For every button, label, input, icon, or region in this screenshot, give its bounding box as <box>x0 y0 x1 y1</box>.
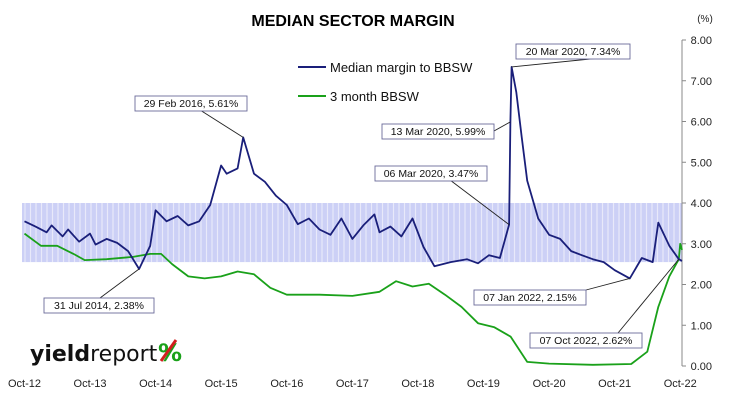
annotation-leader <box>493 121 511 132</box>
x-tick-label: Oct-22 <box>664 378 697 390</box>
annotation-leader <box>511 57 601 68</box>
annotation-box <box>529 332 643 349</box>
y-tick-label: 8.00 <box>691 35 712 47</box>
x-tick-label: Oct-18 <box>401 378 434 390</box>
annotation-box <box>515 43 631 60</box>
y-tick-label: 5.00 <box>691 157 712 169</box>
y-axis-unit-label: (%) <box>697 14 713 25</box>
x-tick-label: Oct-20 <box>533 378 566 390</box>
y-tick-label: 3.00 <box>691 239 712 251</box>
series-lines <box>23 66 683 366</box>
logo-light: report <box>90 342 158 367</box>
annotation-label: 06 Mar 2020, 3.47% <box>384 168 479 180</box>
x-tick-label: Oct-12 <box>8 378 41 390</box>
annotation-box <box>381 123 495 140</box>
y-tick-label: 0.00 <box>691 361 712 373</box>
annotation-label: 31 Jul 2014, 2.38% <box>54 300 144 312</box>
logo-bold: yield <box>30 342 90 367</box>
band-fill <box>22 203 682 263</box>
annotation-leader <box>617 258 680 334</box>
x-tick-label: Oct-19 <box>467 378 500 390</box>
y-tick-label: 6.00 <box>691 117 712 129</box>
annotation-box <box>134 95 248 112</box>
annotation-label: 07 Oct 2022, 2.62% <box>540 335 633 347</box>
x-tick-label: Oct-15 <box>205 378 238 390</box>
y-tick-label: 1.00 <box>691 320 712 332</box>
logo-percent-slash <box>159 339 178 362</box>
annotation-label: 13 Mar 2020, 5.99% <box>391 126 486 138</box>
x-tick-label: Oct-16 <box>270 378 303 390</box>
annotation-leader <box>449 179 510 225</box>
logo-text: yieldreport <box>30 342 158 367</box>
annotation-box <box>374 165 488 182</box>
series-line-median-margin <box>24 66 683 280</box>
yieldreport-logo: yieldreport % <box>30 339 182 367</box>
y-tick-label: 4.00 <box>691 198 712 210</box>
legend-label-median-margin: Median margin to BBSW <box>330 60 473 75</box>
x-tick-label: Oct-17 <box>336 378 369 390</box>
annotation-box <box>473 289 587 306</box>
shaded-band <box>22 203 682 263</box>
logo-percent-symbol: % <box>158 339 182 367</box>
legend: Median margin to BBSW 3 month BBSW <box>298 60 473 104</box>
x-tick-label: Oct-13 <box>74 378 107 390</box>
annotations: 20 Mar 2020, 7.34% 29 Feb 2016, 5.61% 13 M… <box>43 43 680 349</box>
chart-title: MEDIAN SECTOR MARGIN <box>251 13 454 30</box>
annotation-leader <box>199 109 244 138</box>
annotation-box <box>43 297 155 314</box>
y-tick-label: 7.00 <box>691 76 712 88</box>
axes: 0.00 1.00 2.00 3.00 4.00 5.00 6.00 7.00 8.00 Oct-… <box>8 35 712 390</box>
annotation-leader <box>585 277 630 291</box>
annotation-label: 29 Feb 2016, 5.61% <box>144 98 239 110</box>
series-line-bbsw <box>23 232 683 366</box>
x-tick-label: Oct-21 <box>598 378 631 390</box>
annotation-label: 20 Mar 2020, 7.34% <box>526 46 621 58</box>
logo-percent: % <box>158 339 182 367</box>
annotation-leader <box>99 268 140 299</box>
x-tick-label: Oct-14 <box>139 378 172 390</box>
annotation-label: 07 Jan 2022, 2.15% <box>483 292 576 304</box>
legend-label-bbsw: 3 month BBSW <box>330 89 420 104</box>
y-tick-label: 2.00 <box>691 280 712 292</box>
